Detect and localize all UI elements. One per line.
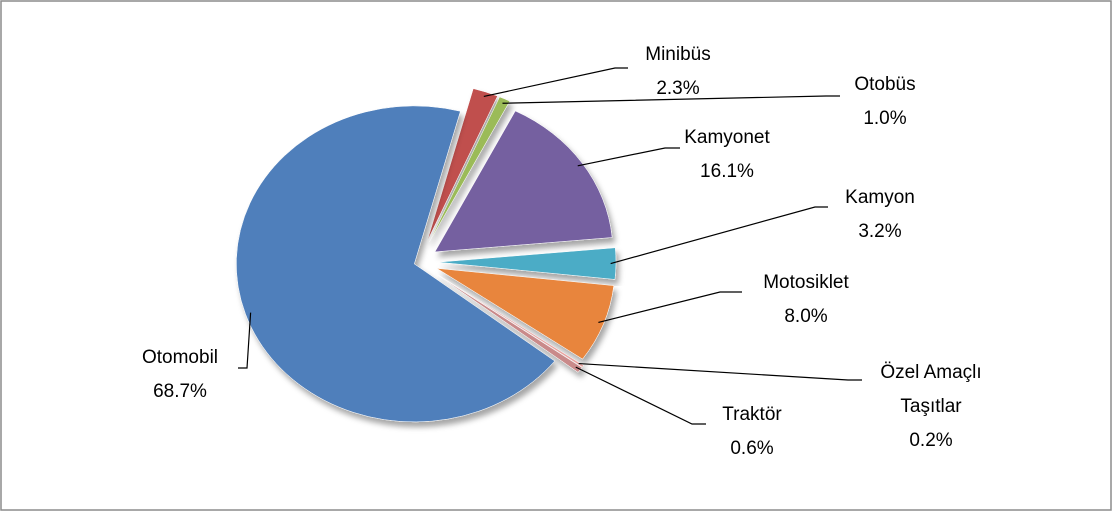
leader-line <box>610 206 828 265</box>
leader-line <box>577 147 680 167</box>
pie-slice <box>426 88 498 242</box>
value-label: 0.6% <box>730 438 774 459</box>
data-label: Kamyonet 16.1% <box>684 121 770 189</box>
data-label: Motosiklet 8.0% <box>763 266 849 334</box>
category: Kamyonet <box>684 127 770 148</box>
category: Otobüs <box>854 74 916 95</box>
data-label: Kamyon 3.2% <box>845 181 915 249</box>
data-label: Traktör 0.6% <box>722 398 781 466</box>
category: Motosiklet <box>763 272 849 293</box>
pie-slice <box>437 247 617 280</box>
pie-slice <box>236 105 556 423</box>
leader-line <box>598 291 742 324</box>
value-label: 3.2% <box>858 221 902 242</box>
category: Minibüs <box>645 44 711 65</box>
pie-slice <box>434 110 613 253</box>
leader-line <box>483 67 628 98</box>
pie-slice <box>437 274 583 373</box>
leader-line <box>575 366 706 425</box>
value-label: 0.2% <box>909 430 953 451</box>
data-label: Otobüs 1.0% <box>854 68 915 136</box>
category: Kamyon <box>845 187 915 208</box>
leader-line <box>578 362 862 381</box>
value-label: 68.7% <box>153 381 207 402</box>
category: Traktör <box>722 404 782 425</box>
leader-line <box>238 312 252 369</box>
value-label: 8.0% <box>784 306 828 327</box>
data-label: Minibüs 2.3% <box>645 38 710 106</box>
value-label: 16.1% <box>700 161 754 182</box>
pie-slice <box>436 268 615 360</box>
category: Otomobil <box>141 347 219 368</box>
value-label: 2.3% <box>656 78 700 99</box>
category: Özel Amaçlı Taşıtlar <box>880 362 982 417</box>
data-label: Otomobil 68.7% <box>142 341 218 409</box>
leader-line <box>502 95 840 104</box>
pie-slice <box>429 96 511 243</box>
pie-slice <box>437 274 585 368</box>
data-label: Özel Amaçlı Taşıtlar 0.2% <box>866 356 996 458</box>
value-label: 1.0% <box>863 108 907 129</box>
